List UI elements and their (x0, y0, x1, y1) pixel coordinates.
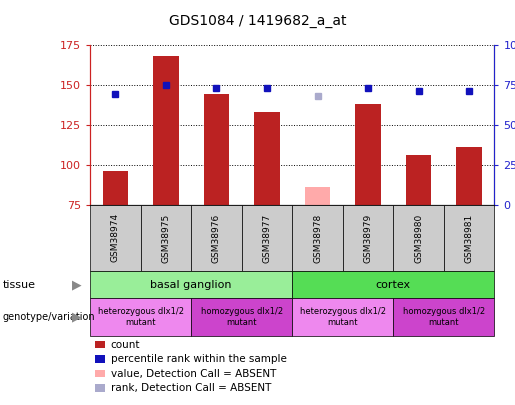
Bar (293, 271, 494, 298)
Text: homozygous dlx1/2
mutant: homozygous dlx1/2 mutant (403, 307, 485, 326)
Text: heterozygous dlx1/2
mutant: heterozygous dlx1/2 mutant (98, 307, 184, 326)
Bar (444, 205, 494, 271)
Text: GSM38979: GSM38979 (364, 213, 372, 262)
Bar (191, 298, 293, 336)
Text: genotype/variation: genotype/variation (3, 312, 95, 322)
Bar (191, 205, 242, 271)
Text: GSM38974: GSM38974 (111, 213, 120, 262)
Bar (456, 147, 482, 205)
Bar (305, 187, 330, 205)
Text: ▶: ▶ (73, 310, 82, 324)
Bar (254, 112, 280, 205)
Bar (393, 298, 494, 336)
Bar (103, 171, 128, 205)
Bar (393, 205, 444, 271)
Text: percentile rank within the sample: percentile rank within the sample (111, 354, 287, 364)
Bar (293, 205, 343, 271)
Text: heterozygous dlx1/2
mutant: heterozygous dlx1/2 mutant (300, 307, 386, 326)
Bar (355, 104, 381, 205)
Bar (90, 271, 293, 298)
Bar (90, 205, 141, 271)
Text: GSM38978: GSM38978 (313, 213, 322, 262)
Text: rank, Detection Call = ABSENT: rank, Detection Call = ABSENT (111, 383, 271, 393)
Text: GSM38975: GSM38975 (161, 213, 170, 262)
Text: GSM38981: GSM38981 (465, 213, 474, 262)
Text: cortex: cortex (376, 279, 411, 290)
Text: homozygous dlx1/2
mutant: homozygous dlx1/2 mutant (201, 307, 283, 326)
Text: count: count (111, 340, 140, 350)
Text: GSM38977: GSM38977 (263, 213, 271, 262)
Bar (204, 94, 229, 205)
Text: GDS1084 / 1419682_a_at: GDS1084 / 1419682_a_at (169, 14, 346, 28)
Bar (406, 155, 431, 205)
Text: tissue: tissue (3, 279, 36, 290)
Bar (242, 205, 293, 271)
Bar (293, 298, 393, 336)
Text: GSM38980: GSM38980 (414, 213, 423, 262)
Bar (343, 205, 393, 271)
Text: GSM38976: GSM38976 (212, 213, 221, 262)
Text: value, Detection Call = ABSENT: value, Detection Call = ABSENT (111, 369, 276, 379)
Text: ▶: ▶ (73, 278, 82, 291)
Text: basal ganglion: basal ganglion (150, 279, 232, 290)
Bar (153, 56, 179, 205)
Bar (90, 298, 191, 336)
Bar (141, 205, 191, 271)
